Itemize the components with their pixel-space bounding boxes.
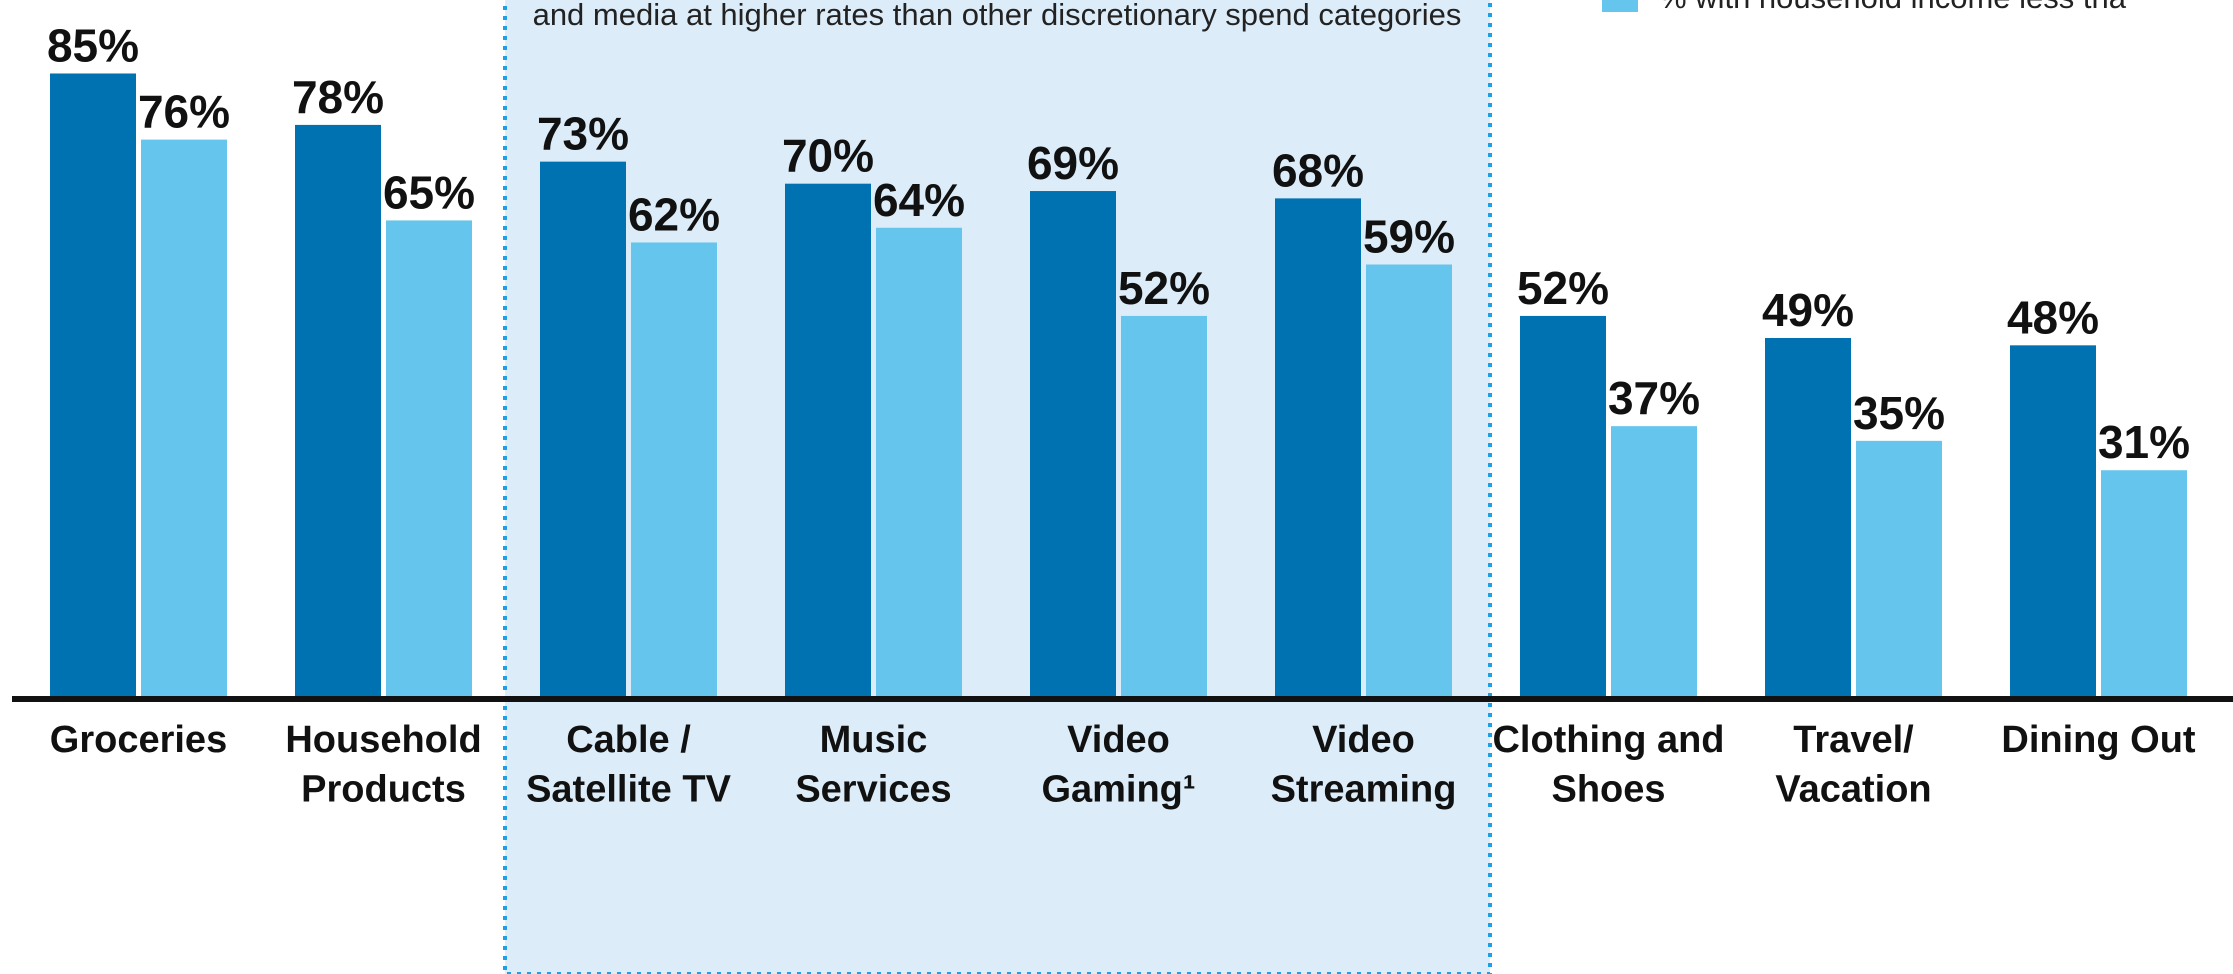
value-label: 52%: [1517, 262, 1609, 314]
bar: [1030, 191, 1116, 698]
bar: [2101, 470, 2187, 698]
value-label: 48%: [2007, 291, 2099, 343]
bar: [50, 73, 136, 698]
category-label: Music Services: [795, 719, 951, 810]
category-label: Groceries: [50, 719, 227, 761]
bar: [1611, 426, 1697, 698]
value-label: 52%: [1118, 262, 1210, 314]
value-label: 35%: [1853, 387, 1945, 439]
bar: [1275, 198, 1361, 698]
bar: [785, 183, 871, 698]
bar: [295, 124, 381, 698]
bar: [141, 139, 227, 699]
bar: [540, 161, 626, 699]
category-label: Household Products: [285, 719, 481, 810]
bar: [876, 227, 962, 698]
category-label: Travel/Vacation: [1775, 719, 1931, 810]
value-label: 78%: [292, 71, 384, 123]
value-label: 69%: [1027, 137, 1119, 189]
plot: 85% 76% Groceries 78% 65% Household Products 73…: [47, 19, 2196, 810]
highlight-note: and media at higher rates than other dis…: [533, 0, 1462, 32]
bar: [386, 220, 472, 698]
value-label: 49%: [1762, 284, 1854, 336]
category-label: Video Streaming: [1271, 719, 1457, 810]
value-label: 85%: [47, 19, 139, 71]
value-label: 68%: [1272, 144, 1364, 196]
bar: [1366, 264, 1452, 698]
category-label: Dining Out: [2001, 719, 2196, 761]
bar: [1856, 440, 1942, 698]
value-label: 31%: [2098, 416, 2190, 468]
bar: [631, 242, 717, 698]
category-label: Video Gaming¹: [1041, 719, 1195, 810]
bar: [2010, 345, 2096, 698]
bar: [1121, 315, 1207, 698]
bar: [1765, 337, 1851, 698]
legend-swatch: [1602, 0, 1638, 12]
value-label: 76%: [138, 86, 230, 138]
value-label: 65%: [383, 166, 475, 218]
value-label: 73%: [537, 108, 629, 160]
category-label: Cable / Satellite TV: [526, 719, 731, 810]
category-label: Clothing and Shoes: [1493, 719, 1725, 810]
value-label: 62%: [628, 188, 720, 240]
value-label: 59%: [1363, 211, 1455, 263]
value-label: 64%: [873, 174, 965, 226]
bar: [1520, 315, 1606, 698]
value-label: 37%: [1608, 372, 1700, 424]
value-label: 70%: [782, 130, 874, 182]
legend-label: % with household income less tha: [1659, 0, 2127, 15]
